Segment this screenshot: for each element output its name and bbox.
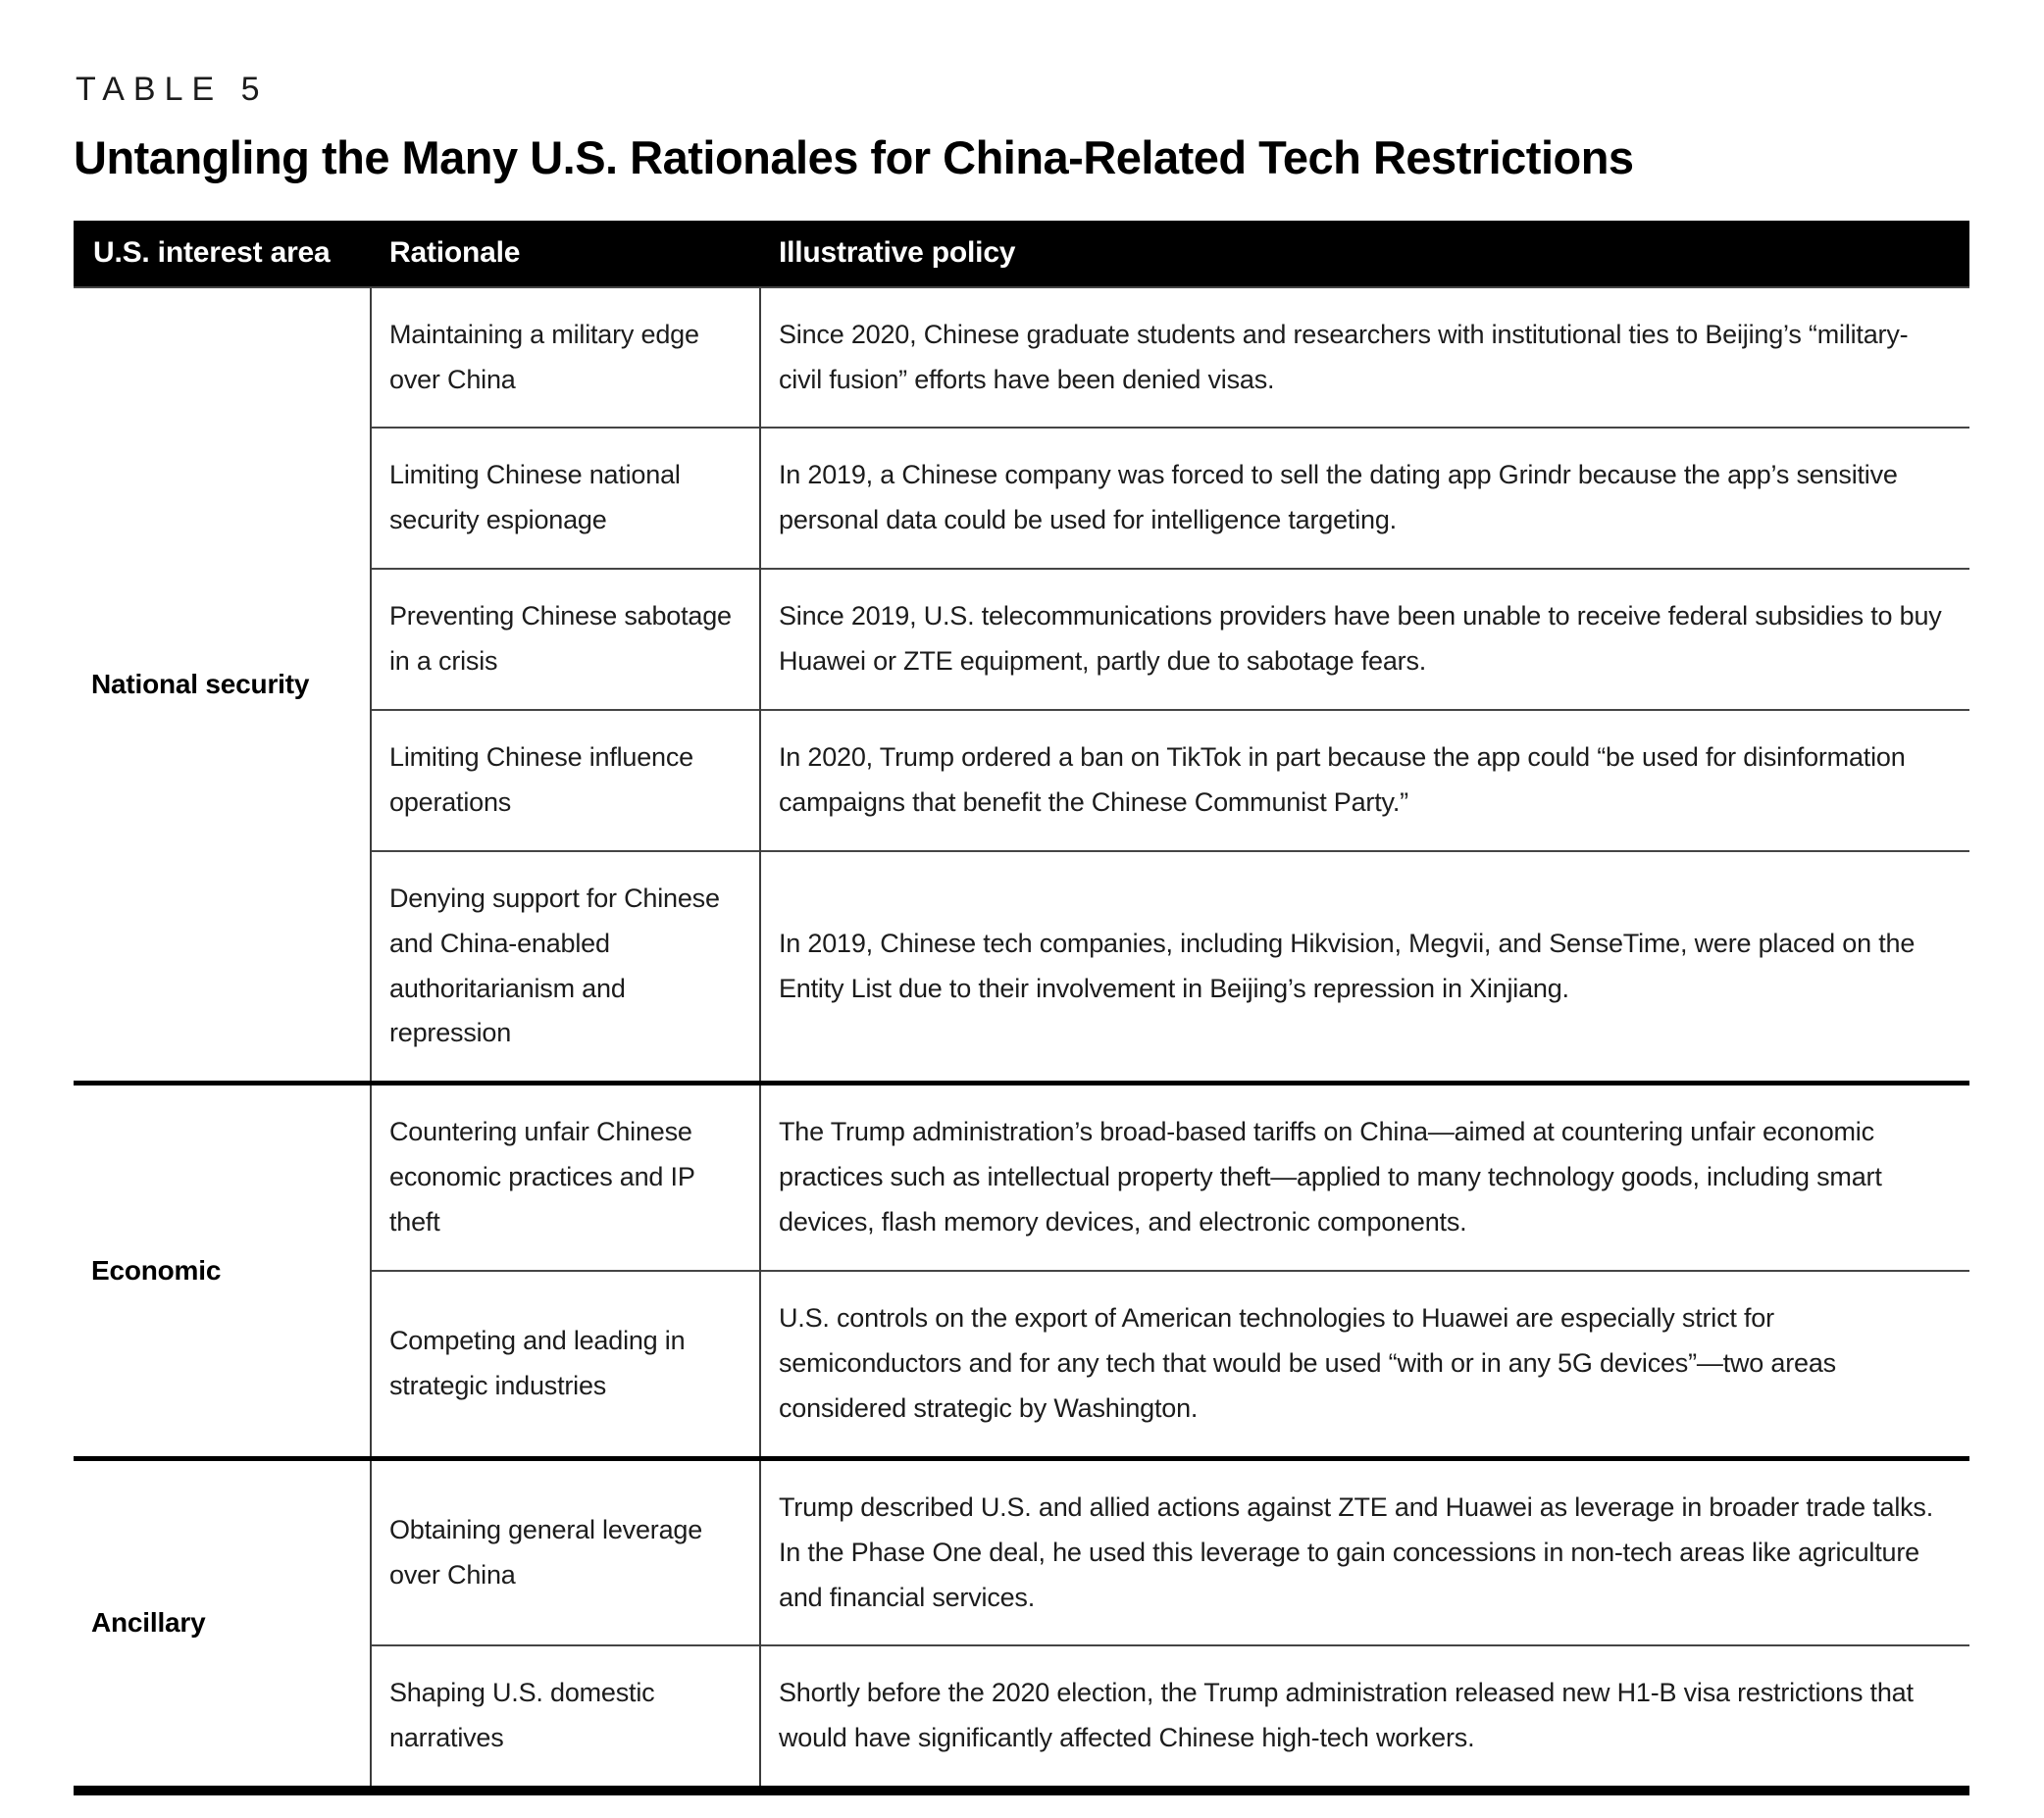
rationale-cell: Obtaining general leverage over China: [370, 1455, 760, 1646]
table-row: Limiting Chinese influence operations In …: [74, 709, 1969, 851]
interest-area-cell: Economic: [74, 1081, 371, 1459]
table-row: Preventing Chinese sabotage in a crisis S…: [74, 568, 1969, 711]
rationale-cell: Limiting Chinese influence operations: [370, 709, 760, 851]
rationale-cell: Denying support for Chinese and China-en…: [370, 849, 760, 1084]
interest-area-cell: Ancillary: [74, 1455, 371, 1792]
rationale-cell: Maintaining a military edge over China: [370, 285, 760, 429]
rationales-table: U.S. interest area Rationale Illustrativ…: [74, 220, 1969, 1796]
table-row: Shaping U.S. domestic narratives Shortly …: [74, 1644, 1969, 1792]
table-row: Limiting Chinese national security espio…: [74, 427, 1969, 570]
rationale-cell: Competing and leading in strategic indus…: [370, 1270, 760, 1459]
policy-cell: Since 2020, Chinese graduate students an…: [759, 285, 1969, 429]
rationale-cell: Preventing Chinese sabotage in a crisis: [370, 568, 760, 711]
rationale-cell: Countering unfair Chinese economic pract…: [370, 1081, 760, 1272]
policy-cell: In 2019, a Chinese company was forced to…: [759, 427, 1969, 570]
table-row: Economic Countering unfair Chinese econom…: [74, 1081, 1969, 1459]
table-number-label: TABLE 5: [76, 71, 269, 108]
table-row: Competing and leading in strategic indus…: [74, 1270, 1969, 1459]
policy-cell: In 2020, Trump ordered a ban on TikTok i…: [759, 709, 1969, 851]
table-row: Denying support for Chinese and China-en…: [74, 849, 1969, 1084]
table-title: Untangling the Many U.S. Rationales for …: [74, 131, 1634, 183]
column-header-rationale: Rationale: [371, 220, 760, 287]
interest-area-cell: National security: [74, 285, 371, 1084]
rationale-cell: Shaping U.S. domestic narratives: [370, 1644, 760, 1792]
table-row: National security Maintaining a military …: [74, 285, 1969, 1084]
table-header-row: U.S. interest area Rationale Illustrativ…: [74, 220, 1969, 287]
policy-cell: Shortly before the 2020 election, the Tr…: [759, 1644, 1969, 1792]
rationale-cell: Limiting Chinese national security espio…: [370, 427, 760, 570]
table-body: National security Maintaining a military …: [74, 285, 1969, 1792]
policy-cell: Trump described U.S. and allied actions …: [759, 1455, 1969, 1646]
column-header-illustrative-policy: Illustrative policy: [760, 220, 1969, 287]
policy-cell: U.S. controls on the export of American …: [759, 1270, 1969, 1459]
policy-cell: Since 2019, U.S. telecommunications prov…: [759, 568, 1969, 711]
policy-cell: In 2019, Chinese tech companies, includi…: [759, 849, 1969, 1084]
column-header-interest-area: U.S. interest area: [74, 220, 371, 287]
policy-cell: The Trump administration’s broad-based t…: [759, 1081, 1969, 1272]
table-row: Ancillary Obtaining general leverage over…: [74, 1455, 1969, 1792]
